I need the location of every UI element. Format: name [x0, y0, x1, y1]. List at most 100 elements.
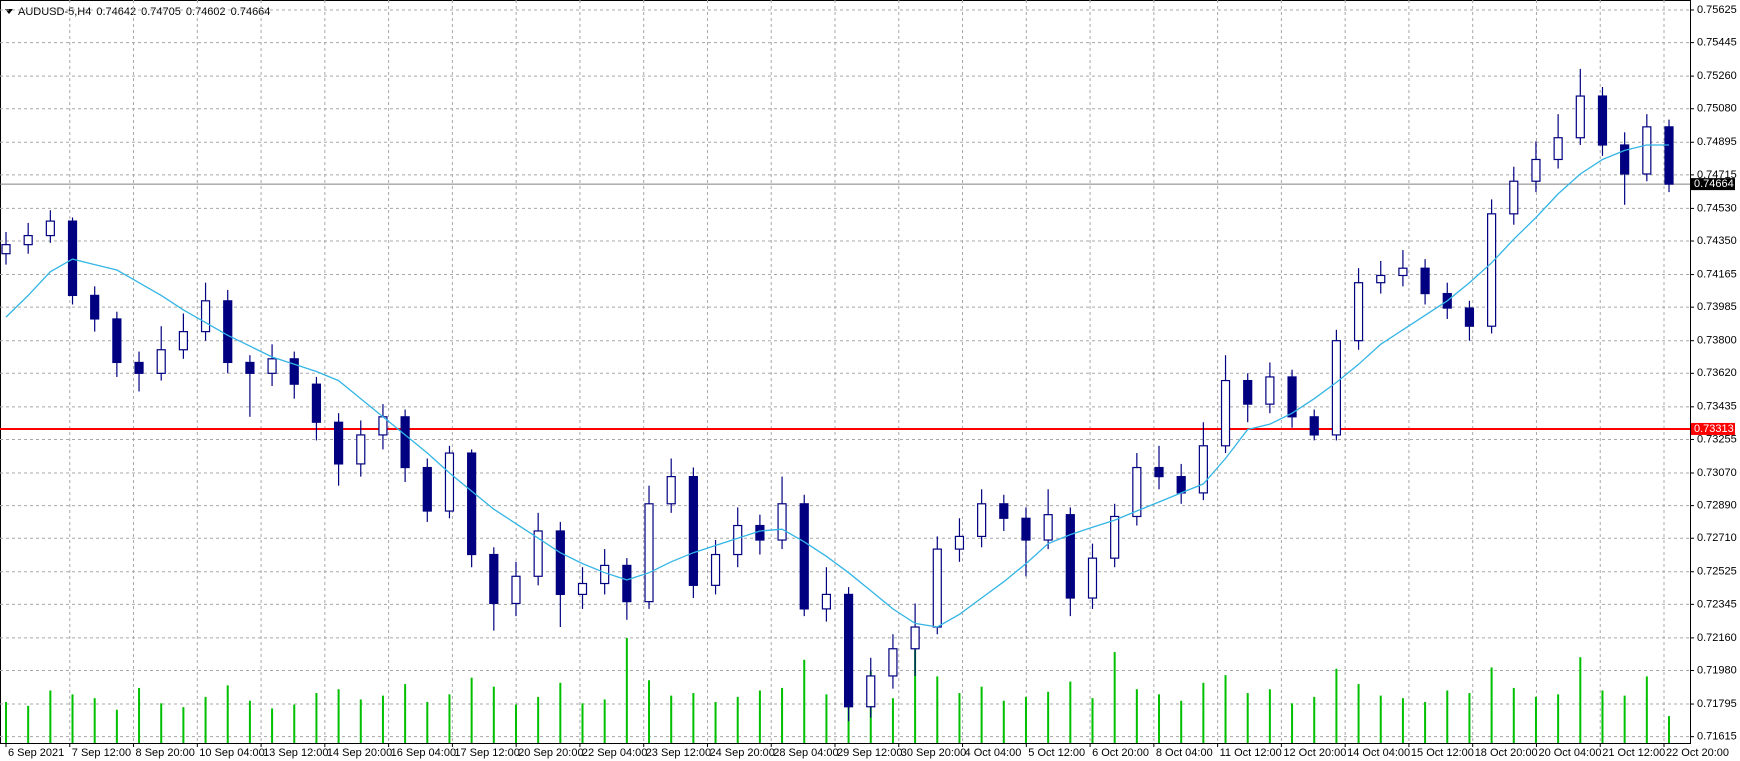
volume-bar [537, 696, 540, 743]
candle-body [289, 358, 299, 385]
volume-bar [160, 703, 163, 743]
volume-bar [1047, 691, 1050, 743]
candle-body [533, 530, 543, 577]
volume-bar [581, 703, 584, 743]
x-tick-label: 24 Sep 20:00 [709, 747, 774, 759]
candle-body [888, 648, 898, 677]
y-tick-label: 0.75080 [1697, 103, 1737, 115]
volume-bar [1401, 698, 1404, 743]
candle-body [1642, 126, 1652, 175]
candle-body [644, 503, 654, 603]
header-high: 0.74705 [141, 6, 181, 18]
x-tick-label: 6 Oct 20:00 [1092, 747, 1149, 759]
candle-body [267, 358, 277, 374]
candle-body [1243, 379, 1253, 405]
volume-bar [93, 698, 96, 743]
candle-body [1265, 376, 1275, 405]
header-low: 0.74602 [186, 6, 226, 18]
candle-body [1531, 158, 1541, 182]
volume-bar [27, 705, 30, 743]
x-tick-label: 12 Oct 20:00 [1283, 747, 1346, 759]
candle-body [1021, 517, 1031, 541]
volume-bar [182, 707, 185, 743]
candle-body [999, 503, 1009, 519]
header-open: 0.74642 [96, 6, 136, 18]
candle-body [1176, 476, 1186, 494]
x-tick-label: 14 Sep 20:00 [327, 747, 392, 759]
x-tick-label: 22 Sep 04:00 [582, 747, 647, 759]
candle-body [1620, 144, 1630, 175]
x-tick-label: 8 Sep 20:00 [136, 747, 195, 759]
candle-body [910, 626, 920, 650]
volume-bar [293, 704, 296, 743]
header-close: 0.74664 [231, 6, 271, 18]
volume-bar [825, 694, 828, 743]
x-tick-label: 28 Sep 04:00 [773, 747, 838, 759]
volume-bar [337, 689, 340, 743]
volume-bar [138, 687, 141, 743]
candle-body [821, 593, 832, 610]
volume-bar [115, 709, 118, 743]
volume-bar [980, 686, 983, 743]
volume-bar [625, 638, 628, 743]
candle-body [1331, 340, 1342, 436]
volume-bar [1335, 668, 1338, 743]
x-tick-label: 4 Oct 04:00 [965, 747, 1022, 759]
candle-body [733, 524, 743, 556]
x-tick-label: 15 Oct 12:00 [1411, 747, 1474, 759]
candle-body [755, 524, 765, 541]
candle-body [1487, 213, 1497, 327]
volume-bar [248, 700, 251, 743]
volume-bar [1135, 689, 1138, 743]
candle-body [1198, 445, 1208, 494]
price-label-box [1691, 422, 1735, 435]
volume-bar [936, 676, 939, 743]
candle-body [223, 300, 233, 364]
volume-bar [1623, 695, 1626, 743]
volume-bar [1668, 716, 1670, 743]
volume-bar [381, 695, 384, 743]
volume-bar [692, 693, 695, 743]
volume-bar [1645, 676, 1648, 743]
volume-bar [1357, 684, 1360, 743]
price-label-box [1691, 178, 1735, 191]
candle-body [112, 318, 122, 364]
candle-body [67, 220, 78, 296]
grid [0, 0, 1690, 743]
volume-bar [226, 685, 229, 743]
y-tick-label: 0.72160 [1697, 632, 1737, 644]
candle-body [467, 452, 477, 556]
y-tick-label: 0.73985 [1697, 301, 1737, 313]
candle-body [1220, 379, 1231, 447]
volume-bar [1024, 696, 1027, 743]
volume-bar [1601, 690, 1604, 743]
candle-body [1353, 282, 1364, 342]
chart-header: AUDUSD-5,H4 0.74642 0.74705 0.74602 0.74664 [18, 6, 270, 18]
volume-bar [1534, 696, 1537, 743]
y-tick-label: 0.72345 [1697, 598, 1737, 610]
x-tick-label: 6 Sep 2021 [8, 747, 64, 759]
y-tick-label: 0.75260 [1697, 70, 1737, 82]
candle-body [1065, 514, 1075, 599]
x-tick-label: 11 Oct 12:00 [1220, 747, 1282, 759]
price-label: 0.74664 [1694, 178, 1734, 190]
volume-bar [204, 696, 207, 743]
candle-body [1110, 515, 1120, 559]
volume-bar [1468, 693, 1471, 743]
volume-bar [271, 708, 274, 743]
y-tick-label: 0.74715 [1697, 169, 1737, 181]
x-tick-label: 17 Sep 12:00 [454, 747, 519, 759]
candle-body [45, 220, 55, 237]
y-tick-label: 0.73255 [1697, 433, 1737, 445]
y-tick-label: 0.74530 [1697, 202, 1737, 214]
candle-body [311, 383, 322, 423]
volume-bar [1069, 681, 1072, 743]
volume-bar [1113, 652, 1116, 743]
candle-body [1287, 376, 1297, 418]
candle-body [23, 234, 33, 246]
y-tick-label: 0.71795 [1697, 698, 1737, 710]
candle-body [710, 553, 721, 586]
volume-bar [758, 690, 761, 743]
